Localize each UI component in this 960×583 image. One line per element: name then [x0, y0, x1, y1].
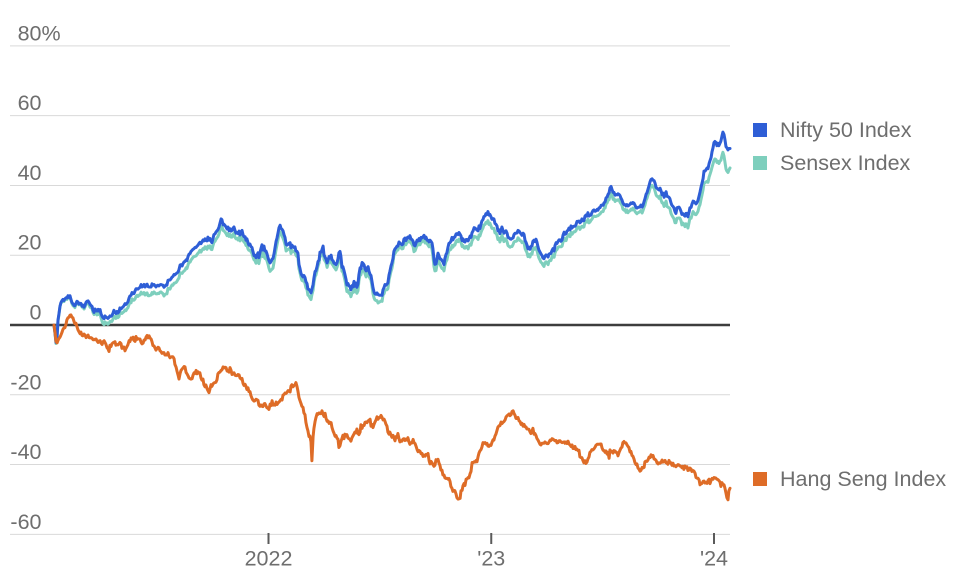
legend-swatch: [753, 123, 767, 137]
series-line-sensex-index: [52, 150, 732, 345]
y-axis-tick-label: 20: [18, 231, 42, 255]
y-axis-tick-label: 40: [18, 161, 42, 185]
y-axis-tick-label: 80: [18, 21, 42, 45]
y-axis-tick-label: 0: [30, 301, 42, 325]
y-axis-unit-suffix: %: [42, 21, 61, 45]
x-axis-tick-label: '23: [477, 547, 505, 571]
x-axis-tick-label: 2022: [245, 547, 293, 571]
y-axis-tick-label: -60: [10, 510, 41, 534]
legend-swatch: [753, 472, 767, 486]
series-line-hang-seng-index: [52, 313, 732, 502]
y-axis-tick-label: -40: [10, 440, 41, 464]
y-axis-tick-label: -20: [10, 370, 41, 394]
legend-label: Sensex Index: [780, 151, 911, 175]
legend-label: Nifty 50 Index: [780, 118, 912, 142]
y-axis-tick-label: 60: [18, 91, 42, 115]
legend-swatch: [753, 156, 767, 170]
series-line-nifty-50-index: [52, 130, 732, 344]
x-axis-tick-label: '24: [700, 547, 728, 571]
legend-label: Hang Seng Index: [780, 467, 946, 491]
